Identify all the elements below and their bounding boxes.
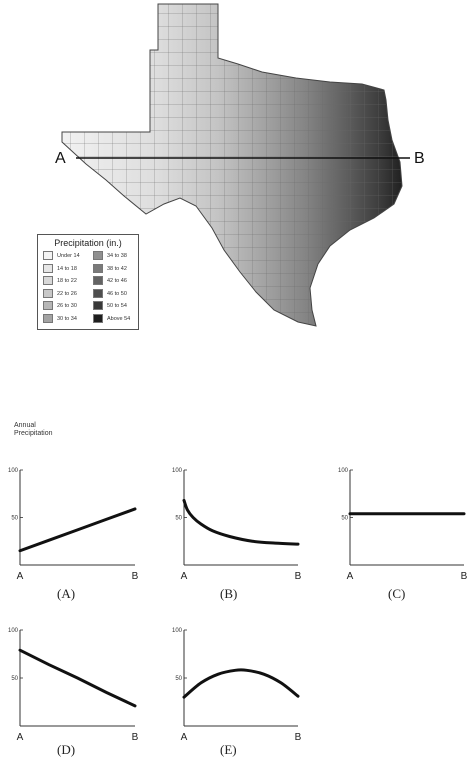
legend-item: 46 to 50 [93,288,127,299]
legend-item: 14 to 18 [43,263,77,274]
legend-item: 34 to 38 [93,251,127,261]
series-line [18,507,137,553]
x-label-b: B [295,571,302,582]
legend-swatch [43,313,53,323]
x-label-a: A [17,732,24,743]
point-b-label: B [414,150,425,167]
legend-label: 42 to 46 [107,278,127,284]
y-tick-label: 100 [8,628,19,634]
precipitation-legend: Precipitation (in.) Under 14 14 to 18 18 t… [37,234,139,330]
legend-swatch [93,263,103,273]
y-tick-label: 50 [175,516,182,522]
legend-label: 26 to 30 [57,303,77,309]
x-label-a: A [181,732,188,743]
y-tick-label: 100 [8,468,19,474]
legend-label: 50 to 54 [107,303,127,309]
legend-label: Under 14 [57,253,80,259]
x-label-a: A [347,571,354,582]
legend-label: 38 to 42 [107,265,127,272]
y-tick-label: 100 [338,468,349,474]
legend-swatch [43,276,53,286]
legend-label: 22 to 26 [57,290,77,297]
x-label-b: B [132,571,139,582]
legend-item: 50 to 54 [93,301,127,311]
y-tick-label: 50 [175,676,182,682]
series-line [182,668,300,699]
x-label-b: B [295,732,302,743]
x-label-b: B [132,732,139,743]
legend-swatch [93,301,103,311]
legend-item: Under 14 [43,251,80,261]
legend-item: 42 to 46 [93,276,127,286]
legend-label: 18 to 22 [57,278,77,284]
y-tick-label: 50 [11,676,18,682]
legend-item: 22 to 26 [43,288,77,299]
y-tick-label: 50 [11,516,18,522]
legend-item: 38 to 42 [93,263,127,274]
series-line [18,648,137,708]
legend-swatch [93,313,103,323]
x-label-a: A [181,571,188,582]
legend-label: 34 to 38 [107,253,127,259]
legend-swatch [93,276,103,286]
series-line [182,498,300,546]
x-label-a: A [17,571,24,582]
caption-a: (A) [57,586,76,601]
caption-e: (E) [220,742,237,757]
legend-label: 14 to 18 [57,265,77,272]
caption-b: (B) [220,586,238,601]
legend-title: Precipitation (in.) [54,238,122,248]
legend-label: 46 to 50 [107,290,127,297]
y-axis-title: Annual Precipitation [14,422,53,437]
x-label-b: B [461,571,468,582]
legend-swatch [43,288,53,298]
y-tick-label: 50 [341,516,348,522]
legend-item: Above 54 [93,313,131,324]
legend-swatch [43,301,53,311]
legend-item: 18 to 22 [43,276,77,286]
legend-item: 30 to 34 [43,313,77,324]
point-a-label: A [55,150,66,167]
caption-c: (C) [388,586,406,601]
legend-label: Above 54 [107,315,131,322]
legend-label: 30 to 34 [57,315,77,322]
legend-item: 26 to 30 [43,301,77,311]
legend-swatch [43,263,53,273]
legend-swatch [93,288,103,298]
caption-d: (D) [57,742,76,757]
legend-swatch [93,251,103,261]
y-tick-label: 100 [172,628,183,634]
y-tick-label: 100 [172,468,183,474]
legend-swatch [43,251,53,261]
